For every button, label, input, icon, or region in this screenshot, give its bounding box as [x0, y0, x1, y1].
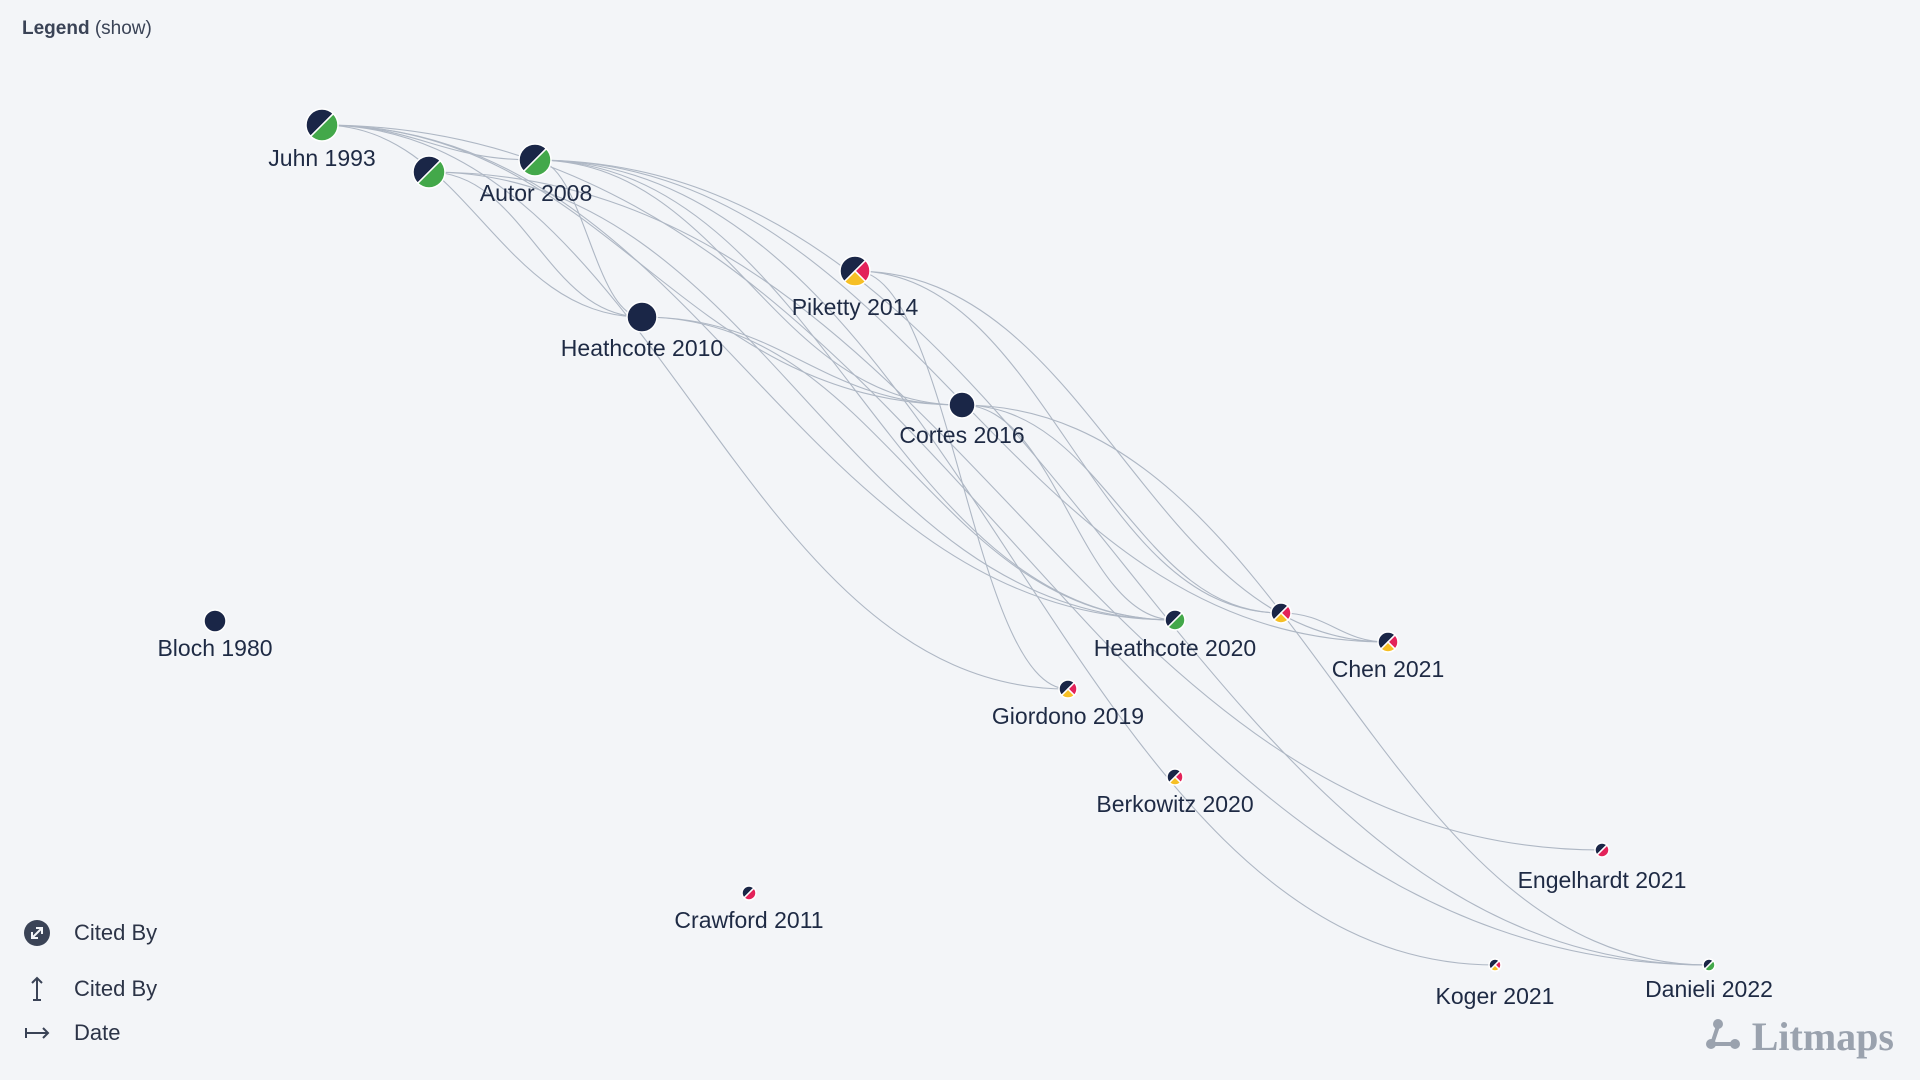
key-label: Cited By [74, 976, 158, 1001]
paper-node-slice [839, 255, 867, 283]
paper-node-slice [1270, 602, 1290, 622]
paper-label[interactable]: Berkowitz 2020 [1096, 791, 1253, 817]
citation-edge [961, 404, 1176, 621]
citation-edge [854, 270, 1069, 690]
paper-label[interactable]: Cortes 2016 [899, 422, 1024, 448]
vertical-arrow-icon [22, 974, 52, 1004]
citation-edge [854, 270, 1389, 643]
paper-node-slice [522, 147, 552, 177]
paper-node-koger2021[interactable]: Koger 2021 [1436, 958, 1555, 1009]
paper-node-juhn1993[interactable]: Juhn 1993 [268, 108, 376, 171]
paper-node-slice [742, 886, 757, 901]
paper-label[interactable]: Giordono 2019 [992, 703, 1144, 729]
citation-edge [428, 171, 643, 318]
paper-label[interactable]: Bloch 1980 [157, 635, 272, 661]
paper-node-cortes2016[interactable]: Cortes 2016 [899, 391, 1025, 448]
paper-node-engelhardt2021[interactable]: Engelhardt 2021 [1518, 842, 1687, 893]
paper-label[interactable]: Danieli 2022 [1645, 976, 1773, 1002]
litmaps-logo-icon [1704, 1013, 1742, 1060]
citation-edge [641, 316, 1176, 621]
citation-edge [854, 270, 1282, 614]
citation-edge [321, 124, 1710, 966]
paper-node-slice [412, 155, 442, 185]
paper-label[interactable]: Engelhardt 2021 [1518, 867, 1687, 893]
paper-node-slice [1166, 768, 1182, 784]
key-date-axis: Date [22, 1018, 120, 1048]
citation-edge [428, 171, 1176, 621]
litmaps-logo: Litmaps [1704, 1013, 1894, 1060]
key-label: Cited By [74, 920, 158, 945]
citation-edge [534, 159, 643, 318]
horizontal-arrow-icon [22, 1018, 52, 1048]
paper-label[interactable]: Koger 2021 [1436, 983, 1555, 1009]
paper-label[interactable]: Piketty 2014 [792, 294, 919, 320]
citation-edges [321, 124, 1710, 966]
paper-label[interactable]: Heathcote 2020 [1094, 635, 1256, 661]
paper-node-slice [1377, 631, 1397, 651]
citation-edge [1280, 612, 1389, 643]
paper-node-piketty2014[interactable]: Piketty 2014 [792, 255, 919, 320]
paper-nodes: Juhn 1993 Autor 2008 Piketty 2014 Heathcote… [157, 108, 1773, 1009]
paper-node-slice [1166, 611, 1186, 631]
citation-edge [321, 124, 1176, 621]
paper-node-giordono2019[interactable]: Giordono 2019 [992, 679, 1144, 729]
paper-node-slice [1058, 679, 1076, 697]
paper-node-heathcote2010[interactable]: Heathcote 2010 [561, 301, 723, 361]
citation-edge [641, 316, 963, 406]
citation-edge [534, 159, 963, 406]
legend-title: Legend [22, 18, 90, 39]
key-cited-by-size: Cited By [22, 918, 157, 948]
paper-node-slice [305, 108, 335, 138]
paper-label[interactable]: Heathcote 2010 [561, 335, 723, 361]
paper-node-chen2021[interactable]: Chen 2021 [1332, 631, 1445, 682]
citation-edge [534, 159, 1176, 621]
paper-node-slice [843, 269, 867, 287]
paper-node-slice [518, 143, 548, 173]
key-cited-by-axis: Cited By [22, 974, 157, 1004]
citation-edge [534, 159, 1496, 966]
paper-node-berkowitz2020[interactable]: Berkowitz 2020 [1096, 768, 1254, 817]
paper-node-circle [626, 301, 658, 333]
paper-node-slice [1595, 843, 1610, 858]
paper-node-slice [1703, 959, 1716, 972]
paper-node-bloch1980[interactable]: Bloch 1980 [157, 609, 273, 661]
paper-node-autor2008[interactable]: Autor 2008 [480, 143, 593, 206]
paper-label[interactable]: Chen 2021 [1332, 656, 1445, 682]
brand-name: Litmaps [1751, 1014, 1894, 1059]
citation-edge [534, 159, 1710, 966]
legend-header: Legend (show) [22, 18, 152, 40]
citation-edge [321, 124, 1069, 690]
paper-label[interactable]: Autor 2008 [480, 180, 593, 206]
paper-node-danieli2022[interactable]: Danieli 2022 [1645, 958, 1773, 1002]
paper-node-slice [1379, 640, 1397, 653]
paper-node-heathcote2020[interactable]: Heathcote 2020 [1094, 609, 1256, 661]
paper-node-slice [1168, 775, 1182, 786]
citation-edge [321, 124, 643, 318]
paper-node-circle [948, 391, 976, 419]
paper-node-slice [1272, 611, 1290, 624]
expand-circle-icon [22, 918, 52, 948]
paper-node-autor2008a[interactable] [412, 155, 446, 189]
citation-edge [428, 171, 1603, 851]
paper-label[interactable]: Crawford 2011 [674, 907, 823, 933]
paper-node-chen2021a[interactable] [1270, 602, 1292, 624]
citation-edge [961, 404, 1282, 614]
key-label: Date [74, 1020, 121, 1045]
paper-node-slice [416, 159, 446, 189]
paper-node-crawford2011[interactable]: Crawford 2011 [674, 885, 824, 933]
paper-node-slice [309, 112, 339, 142]
citation-edge [961, 404, 1710, 966]
paper-node-slice [1489, 963, 1501, 972]
paper-node-slice [1164, 609, 1184, 629]
paper-node-slice [1060, 687, 1076, 699]
paper-node-circle [203, 609, 227, 633]
legend-toggle[interactable]: (show) [94, 18, 152, 39]
paper-label[interactable]: Juhn 1993 [268, 145, 375, 171]
